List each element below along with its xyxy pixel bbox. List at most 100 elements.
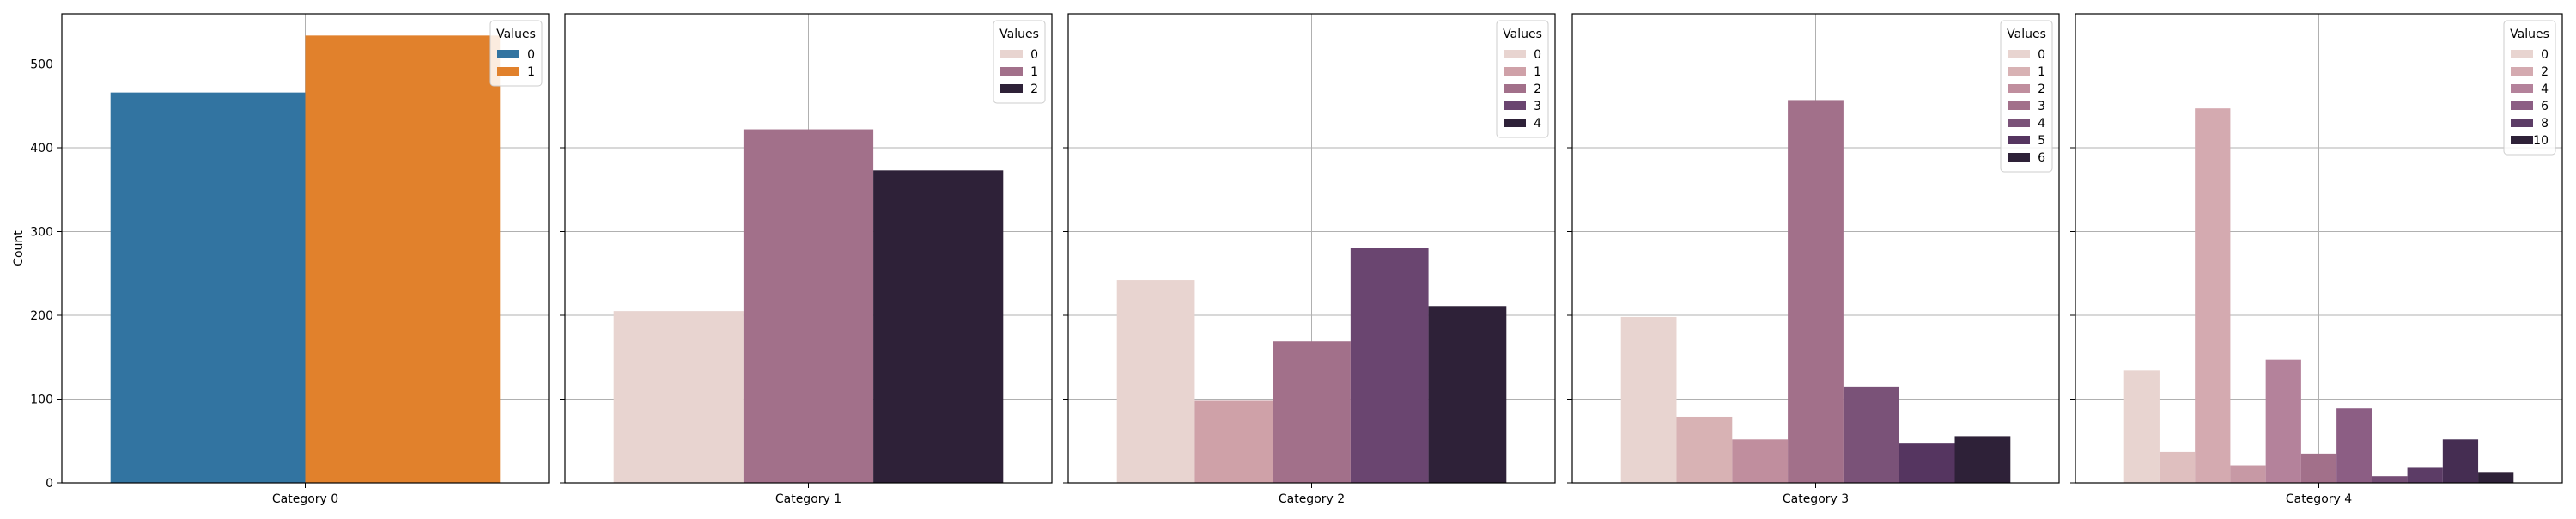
legend-entry: 0 xyxy=(527,48,535,62)
bar-4 xyxy=(1428,306,1507,483)
legend-swatch xyxy=(1504,119,1526,127)
bar-5 xyxy=(1899,443,1955,483)
panel-3: Category 3 Values 0 1 2 3 4 5 6 xyxy=(1567,13,2060,506)
legend-entry: 6 xyxy=(2541,100,2549,113)
legend-entry: 1 xyxy=(1534,65,1541,79)
legend-entry: 0 xyxy=(1030,48,1038,62)
legend-swatch xyxy=(2008,67,2030,76)
bar-2 xyxy=(2195,108,2231,484)
y-axis-label: Count xyxy=(12,230,26,266)
bar-6 xyxy=(1954,436,2011,483)
legend-title: Values xyxy=(496,27,536,41)
bar-0 xyxy=(2123,370,2160,483)
category-label: Category 1 xyxy=(775,492,841,506)
legend-swatch xyxy=(2511,101,2533,110)
legend-entry: 2 xyxy=(2038,82,2045,96)
legend-entry: 1 xyxy=(1030,65,1038,79)
bar-5 xyxy=(2300,453,2337,483)
legend-swatch xyxy=(2511,67,2533,76)
y-tick-label: 100 xyxy=(30,394,53,407)
legend-entry: 4 xyxy=(2541,82,2549,96)
legend-entry: 3 xyxy=(1534,100,1541,113)
bar-1 xyxy=(305,35,501,484)
bar-2 xyxy=(1273,341,1351,483)
panel-1: Category 1 Values 0 1 2 xyxy=(560,13,1053,506)
legend-title: Values xyxy=(2510,27,2549,41)
bar-1 xyxy=(1194,400,1273,483)
legend: Values 0 1 2 3 4 5 6 xyxy=(2000,20,2053,173)
bar-10 xyxy=(2478,472,2514,483)
legend-entry: 5 xyxy=(2038,134,2045,148)
legend-swatch xyxy=(2511,136,2533,144)
legend-swatch xyxy=(2511,84,2533,93)
legend-swatch xyxy=(1000,50,1023,58)
bar-6 xyxy=(2336,408,2372,483)
bar-8 xyxy=(2407,467,2443,483)
category-label: Category 4 xyxy=(2286,492,2352,506)
bar-7 xyxy=(2372,476,2408,483)
legend-swatch xyxy=(2008,84,2030,93)
legend-entry: 0 xyxy=(1534,48,1541,62)
legend: Values 0 1 2 xyxy=(993,20,1046,104)
y-tick-label: 500 xyxy=(30,58,53,72)
bar-0 xyxy=(1116,280,1195,483)
category-label: Category 3 xyxy=(1783,492,1849,506)
legend-entry: 8 xyxy=(2541,117,2549,131)
bar-4 xyxy=(1843,386,1899,483)
panel-4: Category 4 Values 0 2 4 6 8 10 xyxy=(2070,13,2563,506)
bar-0 xyxy=(1620,316,1677,483)
bar-1 xyxy=(1676,416,1733,483)
legend-swatch xyxy=(2008,101,2030,110)
bar-1 xyxy=(743,129,874,484)
legend-entry: 1 xyxy=(2038,65,2045,79)
legend-swatch xyxy=(2008,119,2030,127)
legend-swatch xyxy=(1504,101,1526,110)
legend-swatch xyxy=(497,50,519,58)
legend-title: Values xyxy=(2007,27,2046,41)
legend-swatch xyxy=(2008,153,2030,162)
legend-entry: 1 xyxy=(527,65,535,79)
bar-2 xyxy=(1732,439,1789,483)
legend-title: Values xyxy=(999,27,1039,41)
legend-swatch xyxy=(2008,50,2030,58)
legend-entry: 10 xyxy=(2533,134,2549,148)
legend-entry: 3 xyxy=(2038,100,2045,113)
panel-2: Category 2 Values 0 1 2 3 4 xyxy=(1063,13,1556,506)
legend-swatch xyxy=(1504,50,1526,58)
legend-swatch xyxy=(1000,84,1023,93)
legend-swatch xyxy=(497,67,519,76)
legend-entry: 4 xyxy=(1534,117,1541,131)
legend-entry: 6 xyxy=(2038,151,2045,165)
legend-box xyxy=(993,20,1046,104)
y-tick-label: 300 xyxy=(30,226,53,240)
bar-9 xyxy=(2442,439,2479,483)
legend-box xyxy=(2000,20,2053,173)
legend: Values 0 1 xyxy=(489,20,543,87)
legend-entry: 0 xyxy=(2038,48,2045,62)
panel-0: 0 100 200 300 400 500 Category 0 Values 0 1 xyxy=(30,13,550,506)
category-label: Category 0 xyxy=(272,492,338,506)
legend: Values 0 2 4 6 8 10 xyxy=(2503,20,2556,156)
y-tick-label: 400 xyxy=(30,142,53,156)
legend-swatch xyxy=(1504,67,1526,76)
bar-3 xyxy=(1788,100,1844,484)
legend-entry: 2 xyxy=(1534,82,1541,96)
bar-3 xyxy=(1350,248,1429,483)
bar-4 xyxy=(2265,359,2301,483)
legend-entry: 0 xyxy=(2541,48,2549,62)
legend-swatch xyxy=(1000,67,1023,76)
y-tick-label: 200 xyxy=(30,309,53,323)
legend-swatch xyxy=(2008,136,2030,144)
bar-0 xyxy=(110,92,306,484)
legend-swatch xyxy=(1504,84,1526,93)
bar-0 xyxy=(613,311,744,483)
legend-entry: 2 xyxy=(1030,82,1038,96)
legend-entry: 2 xyxy=(2541,65,2549,79)
legend-entry: 4 xyxy=(2038,117,2045,131)
legend-title: Values xyxy=(1503,27,1542,41)
bar-3 xyxy=(2230,465,2266,483)
bar-2 xyxy=(873,170,1004,483)
legend-swatch xyxy=(2511,50,2533,58)
